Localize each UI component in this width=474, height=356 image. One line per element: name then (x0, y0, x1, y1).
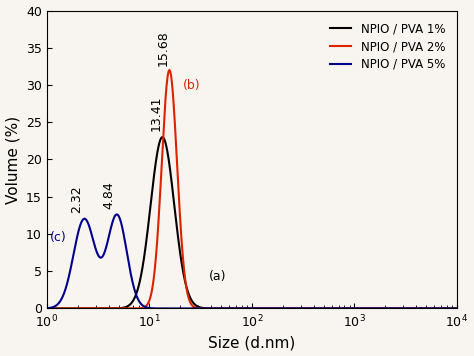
NPIO / PVA 2% (454, 306, 460, 310)
NPIO / PVA 5% (305, 306, 310, 310)
NPIO / PVA 1% (160, 135, 165, 139)
Text: 2.32: 2.32 (70, 185, 83, 213)
NPIO / PVA 2% (192, 305, 198, 310)
NPIO / PVA 1% (44, 306, 50, 310)
Text: (a): (a) (209, 270, 226, 283)
NPIO / PVA 5% (192, 306, 198, 310)
Line: NPIO / PVA 1%: NPIO / PVA 1% (47, 137, 457, 308)
Y-axis label: Volume (%): Volume (%) (6, 115, 20, 204)
NPIO / PVA 2% (287, 306, 292, 310)
Text: 13.41: 13.41 (150, 96, 163, 131)
NPIO / PVA 2% (64, 306, 70, 310)
X-axis label: Size (d.nm): Size (d.nm) (208, 335, 295, 350)
NPIO / PVA 1% (287, 306, 292, 310)
NPIO / PVA 1% (454, 306, 460, 310)
Text: (c): (c) (50, 231, 67, 245)
NPIO / PVA 5% (287, 306, 292, 310)
NPIO / PVA 5% (454, 306, 460, 310)
NPIO / PVA 1% (348, 306, 354, 310)
Legend: NPIO / PVA 1%, NPIO / PVA 2%, NPIO / PVA 5%: NPIO / PVA 1%, NPIO / PVA 2%, NPIO / PVA… (324, 16, 451, 77)
NPIO / PVA 1% (64, 306, 70, 310)
Line: NPIO / PVA 5%: NPIO / PVA 5% (47, 214, 457, 308)
NPIO / PVA 5% (348, 306, 354, 310)
NPIO / PVA 2% (370, 306, 376, 310)
NPIO / PVA 5% (44, 306, 50, 310)
NPIO / PVA 5% (370, 306, 376, 310)
NPIO / PVA 5% (64, 280, 70, 284)
NPIO / PVA 2% (44, 306, 50, 310)
NPIO / PVA 2% (305, 306, 310, 310)
Text: 4.84: 4.84 (103, 182, 116, 209)
Text: (b): (b) (182, 79, 200, 92)
NPIO / PVA 1% (192, 303, 198, 307)
Text: 15.68: 15.68 (157, 31, 170, 67)
NPIO / PVA 2% (348, 306, 354, 310)
NPIO / PVA 1% (305, 306, 310, 310)
NPIO / PVA 2% (166, 68, 172, 72)
NPIO / PVA 1% (370, 306, 376, 310)
Line: NPIO / PVA 2%: NPIO / PVA 2% (47, 70, 457, 308)
NPIO / PVA 5% (114, 212, 119, 216)
